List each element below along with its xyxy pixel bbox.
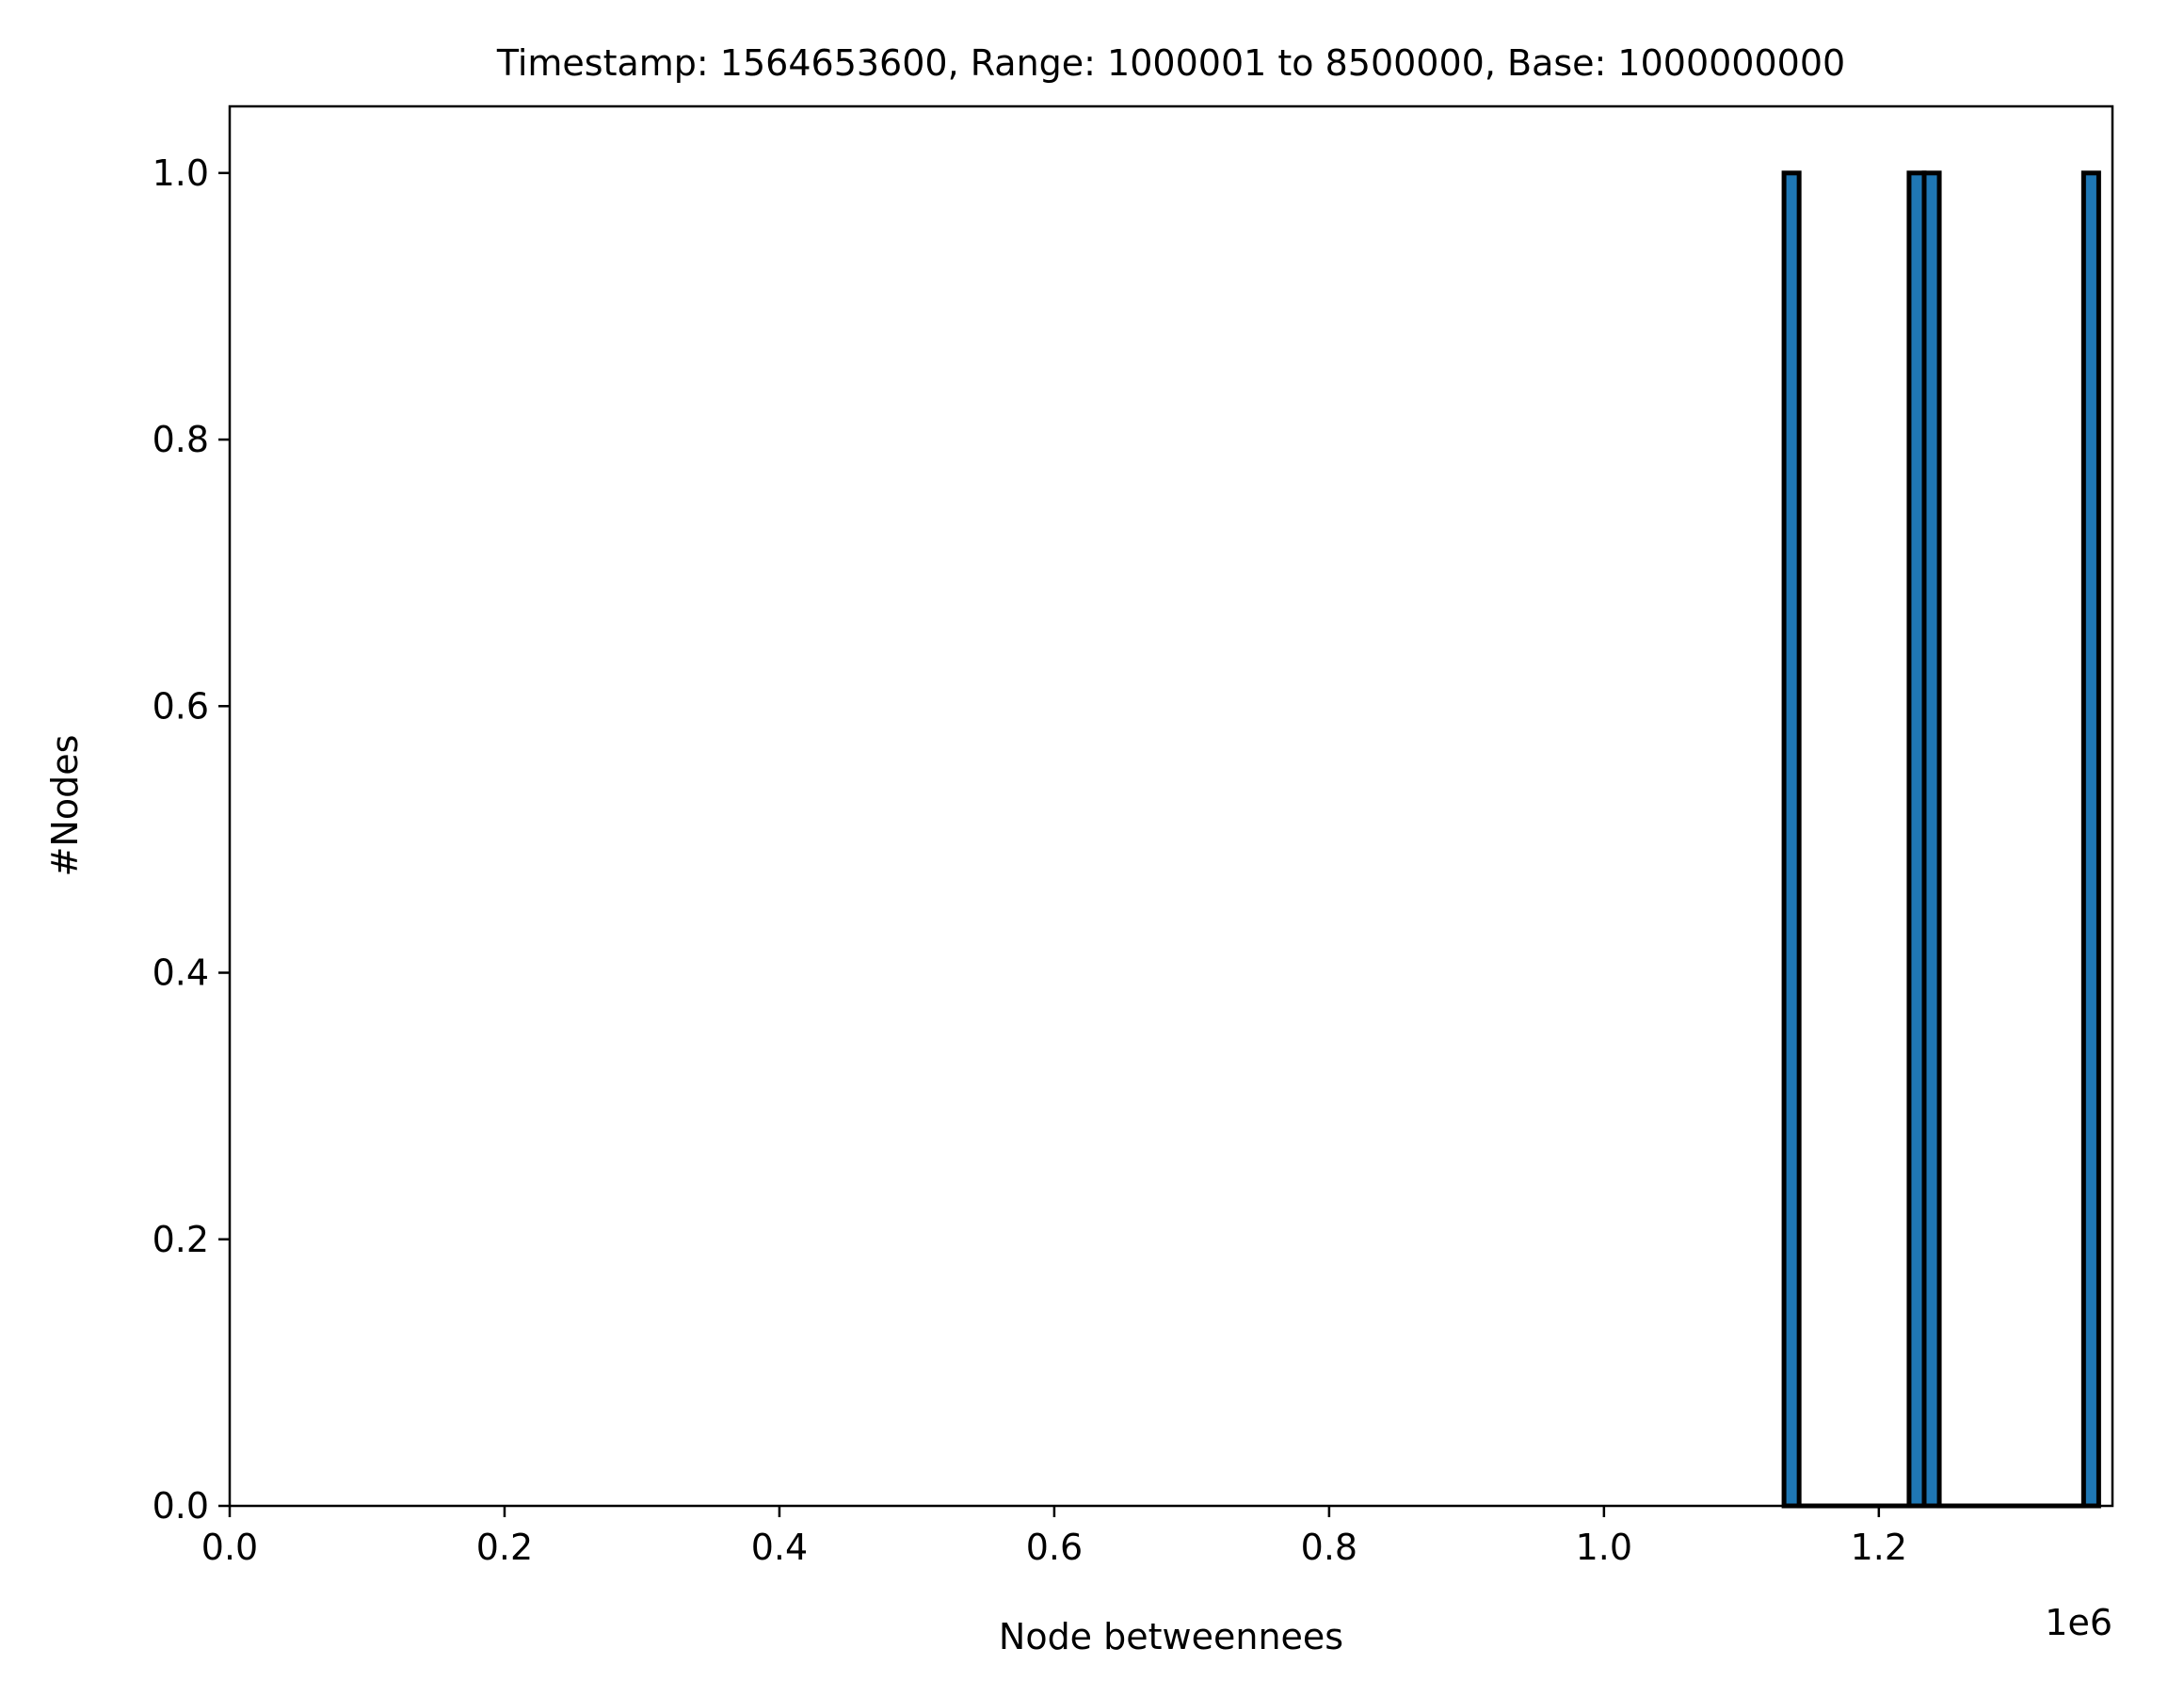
y-axis-ticks: 0.0 0.2 0.4 0.6 0.8 1.0: [153, 152, 230, 1527]
x-tick-label-6: 1.0: [1576, 1527, 1632, 1568]
y-tick-label-3: 0.4: [153, 952, 209, 994]
x-tick-label-2: 0.2: [476, 1527, 533, 1568]
histogram-bar-6: [2080, 170, 2101, 1509]
x-tick-label-1: 0.0: [201, 1527, 258, 1568]
x-tick-label-3: 0.4: [751, 1527, 808, 1568]
y-tick-label-2: 0.2: [153, 1219, 209, 1260]
plot-frame: [228, 104, 2114, 1508]
y-tick-label-6: 1.0: [153, 152, 209, 194]
x-axis-offset-label: 1e6: [2045, 1602, 2112, 1643]
x-tick-label-4: 0.6: [1026, 1527, 1083, 1568]
histogram-bar-1: [1781, 170, 1802, 1509]
y-axis-label: #Nodes: [44, 735, 86, 877]
x-tick-label-7: 1.2: [1851, 1527, 1907, 1568]
histogram-bar-4: [1921, 170, 1942, 1509]
plot-area: [230, 106, 2112, 1506]
y-tick-label-5: 0.8: [153, 419, 209, 460]
y-tick-label-4: 0.6: [153, 685, 209, 727]
x-axis-ticks: 0.0 0.2 0.4 0.6 0.8 1.0 1.2: [201, 1506, 1907, 1568]
chart-title: Timestamp: 1564653600, Range: 1000001 to…: [496, 42, 1845, 84]
x-tick-label-5: 0.8: [1301, 1527, 1357, 1568]
y-tick-label-1: 0.0: [153, 1485, 209, 1527]
x-axis-label: Node betweennees: [999, 1616, 1343, 1657]
